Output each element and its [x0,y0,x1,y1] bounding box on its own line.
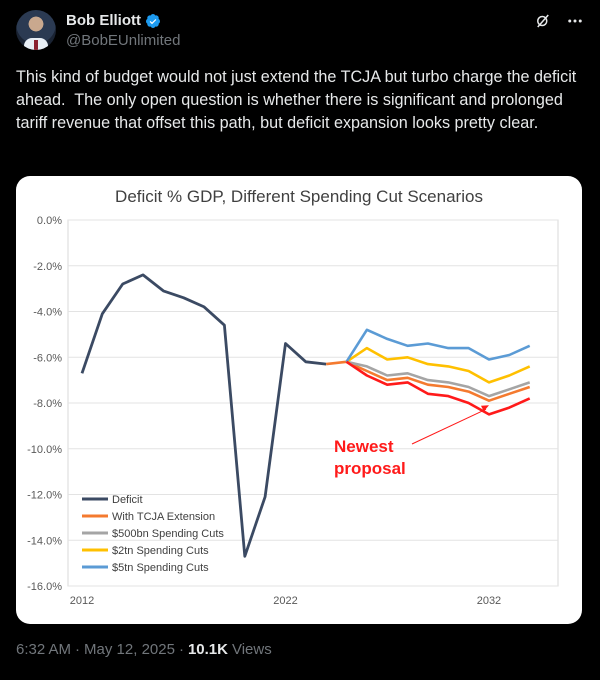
series-line-deficit [80,273,327,558]
legend-label: $500bn Spending Cuts [112,528,224,540]
more-icon[interactable] [566,12,584,30]
verified-badge-icon [145,13,160,28]
series-line-5tn-spending-cuts [345,328,531,363]
x-axis: 2012 2022 2032 [70,595,501,607]
y-tick-label: -4.0% [33,307,62,319]
grok-icon[interactable] [534,12,552,30]
grid [68,219,558,587]
meta-separator: · [75,641,81,658]
y-tick-label: -2.0% [33,261,62,273]
author-name[interactable]: Bob Elliott [66,12,141,29]
series-line-500bn-spending-cuts [346,360,531,398]
author-handle[interactable]: @BobEUnlimited [66,32,181,49]
legend: Deficit With TCJA Extension $500bn Spendin… [82,494,224,574]
tweet-date[interactable]: May 12, 2025 [84,641,175,658]
y-tick-label: -16.0% [27,581,62,593]
series-line-2tn-spending-cuts [345,346,531,384]
y-tick-label: -12.0% [27,490,62,502]
y-axis: 0.0% -2.0% -4.0% -6.0% -8.0% -10.0% -12.0% -14.… [27,215,62,593]
legend-label: $5tn Spending Cuts [112,562,209,574]
tweet-time[interactable]: 6:32 AM [16,641,72,658]
avatar[interactable] [16,10,56,50]
annotation-text: Newest [334,437,394,456]
tweet-text: This kind of budget would not just exten… [16,68,581,132]
meta-separator: · [178,641,184,658]
y-tick-label: 0.0% [37,215,62,227]
y-tick-label: -10.0% [27,444,62,456]
annotation-arrowhead [481,405,489,412]
legend-label: $2tn Spending Cuts [112,545,209,557]
author-row: Bob Elliott [66,12,161,29]
x-tick-label: 2032 [477,595,501,607]
views-count: 10.1K [187,641,228,658]
y-tick-label: -6.0% [33,352,62,364]
header-actions [534,12,584,30]
annotation-arrow [411,408,487,445]
annotation-text: proposal [334,459,406,478]
y-tick-label: -8.0% [33,398,62,410]
views-label: Views [231,641,272,658]
avatar-tie [34,40,38,50]
tweet-image-chart[interactable]: Deficit % GDP, Different Spending Cut Sc… [16,176,582,624]
tweet-meta: 6:32 AM · May 12, 2025 · 10.1K Views [16,641,272,658]
deficit-chart: Deficit % GDP, Different Spending Cut Sc… [27,187,559,607]
y-tick-label: -14.0% [27,535,62,547]
series-line-with-tcja-extension [326,360,531,402]
chart-title: Deficit % GDP, Different Spending Cut Sc… [115,187,483,206]
series-line-newest-proposal [345,360,531,416]
annotation: Newest proposal [334,405,489,478]
x-tick-label: 2022 [273,595,297,607]
legend-label: With TCJA Extension [112,511,215,523]
series-lines [80,273,531,558]
x-tick-label: 2012 [70,595,94,607]
legend-label: Deficit [112,494,143,506]
tweet-header: Bob Elliott @BobEUnlimited [16,10,584,54]
